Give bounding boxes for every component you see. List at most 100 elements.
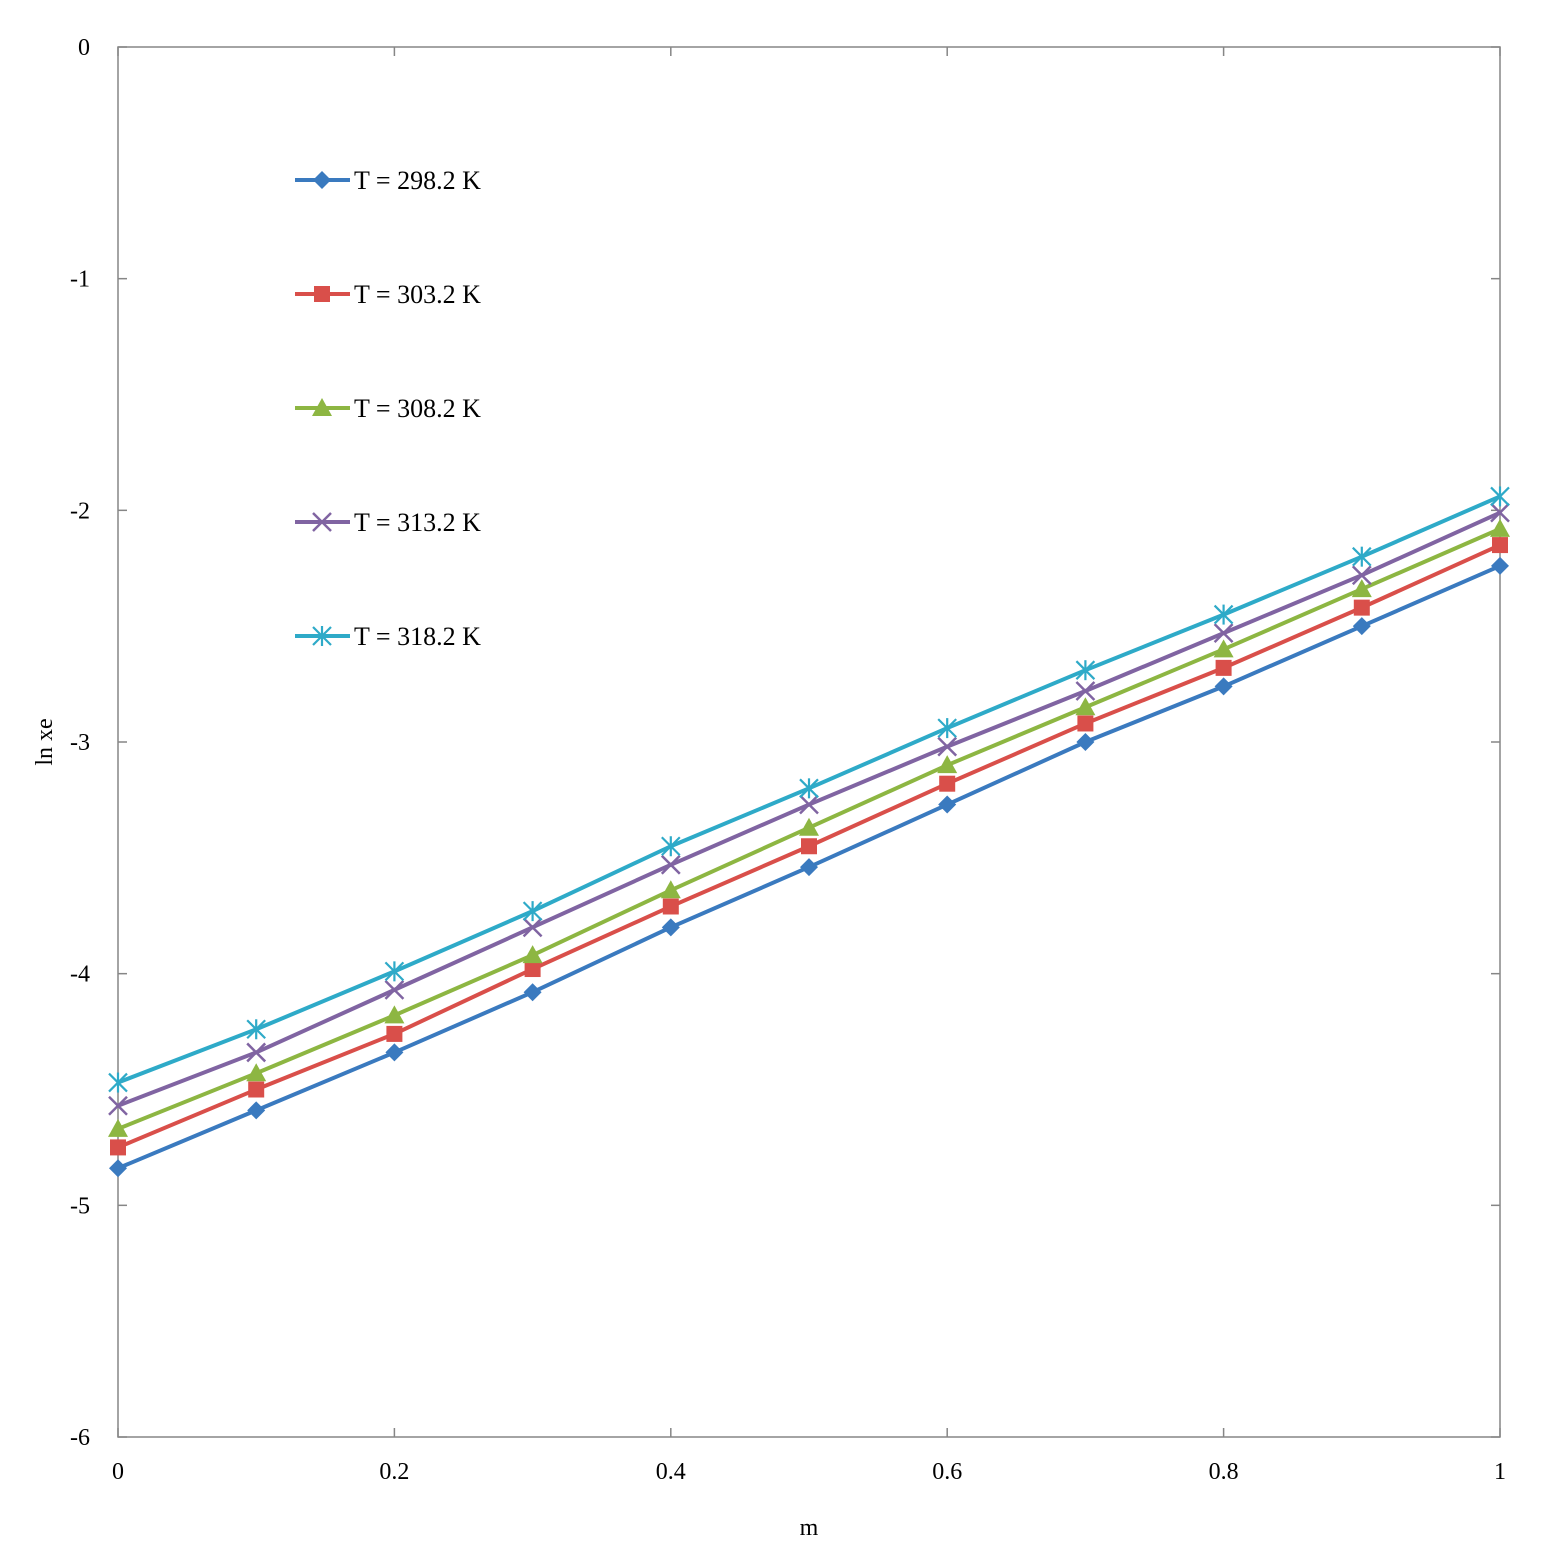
data-point	[1490, 502, 1510, 523]
x-tick-label: 1	[1494, 1459, 1506, 1485]
square-marker	[110, 1139, 126, 1156]
diamond-marker	[313, 171, 331, 189]
x-marker-stroke	[799, 794, 819, 815]
data-point	[313, 171, 331, 189]
data-point	[1490, 486, 1510, 507]
data-point	[384, 961, 405, 982]
legend-label: T = 298.2 K	[354, 166, 481, 195]
data-point	[1213, 623, 1234, 644]
data-point	[1213, 639, 1234, 658]
square-marker	[314, 286, 330, 302]
legend-label: T = 308.2 K	[354, 394, 481, 423]
x-tick-label: 0.4	[656, 1459, 686, 1485]
x-marker-stroke	[937, 736, 958, 757]
x-marker-stroke	[1075, 681, 1096, 701]
x-axis-ticks: 0 0.2 0.4 0.6 0.8 1	[112, 47, 1506, 1485]
data-point	[384, 1005, 405, 1024]
square-marker	[662, 898, 679, 915]
data-point	[662, 898, 679, 915]
data-point	[523, 983, 542, 1002]
plot-area-border	[117, 46, 1501, 1438]
data-point	[312, 626, 332, 646]
x-marker-stroke	[1213, 623, 1234, 644]
series-3	[108, 518, 1510, 1137]
data-point	[110, 1139, 126, 1156]
legend-item: T = 298.2 K	[295, 166, 481, 195]
x-tick-label: 0.2	[379, 1459, 409, 1485]
series-1	[109, 556, 1509, 1178]
legend-item: T = 313.2 K	[295, 508, 481, 537]
triangle-marker	[108, 1118, 128, 1137]
triangle-marker	[799, 817, 819, 836]
data-point	[1214, 677, 1233, 696]
data-point	[799, 817, 819, 836]
series-5	[108, 486, 1510, 1093]
square-marker	[1215, 659, 1232, 676]
data-point	[312, 512, 332, 532]
data-point	[1353, 599, 1370, 616]
data-point	[800, 858, 818, 877]
triangle-marker	[937, 755, 958, 774]
data-point	[312, 398, 332, 416]
diamond-marker	[1491, 556, 1509, 575]
legend-item: T = 308.2 K	[295, 394, 481, 423]
data-point	[799, 794, 819, 815]
data-point	[1215, 659, 1232, 676]
diamond-marker	[800, 858, 818, 877]
data-point	[386, 1025, 403, 1042]
data-point	[522, 901, 543, 922]
data-point	[522, 945, 543, 964]
series-line	[117, 510, 1501, 1108]
square-marker	[386, 1025, 403, 1042]
legend-label: T = 303.2 K	[354, 280, 481, 309]
triangle-marker	[1075, 697, 1096, 716]
data-point	[937, 736, 958, 757]
y-axis-title: ln xe	[32, 718, 58, 765]
data-point	[247, 1101, 266, 1120]
triangle-marker	[384, 1005, 405, 1024]
x-marker-stroke	[1351, 565, 1372, 586]
data-point	[1490, 518, 1510, 537]
data-point	[1491, 556, 1509, 575]
legend: T = 298.2 K T = 303.2 K T = 308.2 K T = 313…	[295, 166, 481, 651]
triangle-marker	[246, 1063, 267, 1082]
diamond-marker	[247, 1101, 266, 1120]
diamond-marker	[1076, 733, 1095, 751]
data-point	[1213, 604, 1234, 625]
data-point	[522, 917, 543, 938]
x-marker-stroke	[522, 917, 543, 938]
x-marker-stroke	[660, 854, 681, 875]
data-point	[524, 961, 541, 978]
square-marker	[1353, 599, 1370, 616]
diamond-marker	[661, 918, 680, 937]
data-point	[1352, 546, 1372, 567]
data-point	[661, 918, 680, 937]
x-marker-stroke	[384, 979, 405, 1000]
square-marker	[1492, 537, 1508, 554]
data-point	[385, 1043, 404, 1062]
series-layer	[108, 486, 1510, 1178]
data-point	[248, 1081, 265, 1098]
triangle-marker	[660, 880, 681, 899]
x-marker-stroke	[312, 512, 332, 532]
data-point	[661, 836, 681, 857]
data-point	[1492, 537, 1508, 554]
legend-item: T = 318.2 K	[295, 622, 481, 651]
data-point	[1077, 715, 1094, 732]
triangle-marker	[1490, 518, 1510, 537]
y-tick-label: -6	[70, 1425, 90, 1451]
square-marker	[1077, 715, 1094, 732]
data-point	[246, 1042, 267, 1063]
x-marker-stroke	[246, 1042, 267, 1063]
diamond-marker	[109, 1159, 127, 1178]
data-point	[801, 838, 817, 855]
series-2	[110, 537, 1508, 1156]
square-marker	[939, 775, 956, 792]
data-point	[1351, 565, 1372, 586]
data-point	[799, 778, 819, 799]
legend-item: T = 303.2 K	[295, 280, 481, 309]
x-marker-stroke	[1490, 502, 1510, 523]
x-tick-label: 0.8	[1209, 1459, 1239, 1485]
data-point	[109, 1159, 127, 1178]
